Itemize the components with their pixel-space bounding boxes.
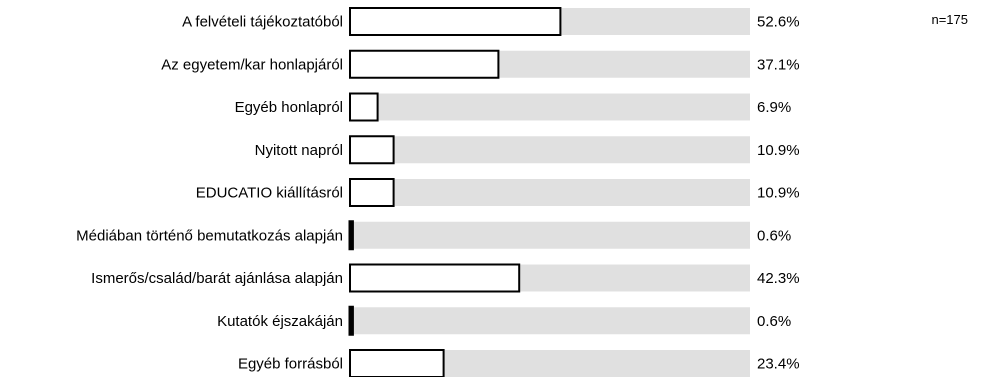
bar-track xyxy=(350,307,750,335)
bar xyxy=(349,349,445,377)
bar xyxy=(349,49,500,79)
category-label: Egyéb honlapról xyxy=(235,99,343,116)
bar-track xyxy=(350,179,750,206)
category-label: A felvételi tájékoztatóból xyxy=(182,14,343,31)
bar xyxy=(348,220,354,251)
category-label: Az egyetem/kar honlapjáról xyxy=(161,56,343,73)
bar xyxy=(349,92,379,122)
value-label: 52.6% xyxy=(757,14,800,31)
value-label: 6.9% xyxy=(757,99,791,116)
value-label: 10.9% xyxy=(757,142,800,159)
value-label: 10.9% xyxy=(757,185,800,202)
category-label: Médiában történő bemutatkozás alapján xyxy=(76,227,343,244)
bar-track xyxy=(350,136,750,164)
bar xyxy=(348,305,354,336)
bar xyxy=(349,7,562,36)
bar-track xyxy=(350,221,750,249)
category-label: EDUCATIO kiállításról xyxy=(196,185,343,202)
value-label: 23.4% xyxy=(757,356,800,373)
category-label: Egyéb forrásból xyxy=(238,356,343,373)
category-label: Ismerős/család/barát ajánlása alapján xyxy=(91,270,343,287)
value-label: 37.1% xyxy=(757,56,800,73)
bar-track xyxy=(350,93,750,121)
value-label: 42.3% xyxy=(757,270,800,287)
category-label: Nyitott napról xyxy=(255,142,343,159)
bars-layer: A felvételi tájékoztatóból 52.6% Az egyete… xyxy=(76,7,800,377)
category-label: Kutatók éjszakáján xyxy=(217,313,343,330)
sample-size-note: n=175 xyxy=(931,12,968,27)
bar xyxy=(349,263,521,293)
value-label: 0.6% xyxy=(757,227,791,244)
bar xyxy=(349,178,395,207)
value-label: 0.6% xyxy=(757,313,791,330)
bar xyxy=(349,135,395,165)
